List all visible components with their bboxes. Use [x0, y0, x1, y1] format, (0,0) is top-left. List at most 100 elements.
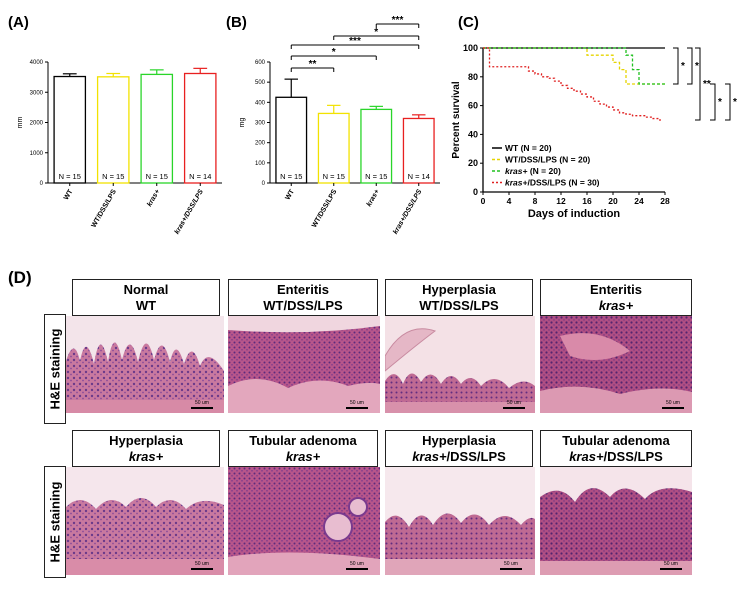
chart-c-xtick-label-7: 28	[660, 196, 670, 206]
chart-c-series-3	[483, 47, 662, 121]
chart-a-n-label-1: N = 15	[102, 172, 124, 181]
chart-c-legend-label-3: kras+/DSS/LPS (N = 30)	[505, 178, 600, 188]
chart-b-bar-0	[275, 96, 308, 184]
chart-c-ytick-label-5: 100	[463, 43, 478, 53]
chart-b-ytick-label-0: 0	[262, 181, 266, 187]
scalebar-6	[346, 568, 368, 570]
chart-a-bar-1	[96, 76, 130, 184]
scalebar-label-4: 50 um	[666, 400, 680, 406]
chart-c-series-1	[483, 47, 665, 85]
hist-label-tubular-adenoma-kras: Tubular adenoma kras+	[228, 430, 378, 467]
chart-c-xtick-label-6: 24	[634, 196, 644, 206]
chart-a-n-label-2: N = 15	[146, 172, 168, 181]
chart-c-legend-label-1: WT/DSS/LPS (N = 20)	[505, 155, 590, 165]
chart-c-xtick-label-3: 12	[556, 196, 566, 206]
chart-b-n-label-0: N = 15	[280, 172, 302, 181]
histology-image-hyperplasia-kras	[66, 467, 224, 575]
histology-image-hyperplasia-kras-dss	[385, 467, 535, 575]
chart-b-sig-label-0: ***	[392, 15, 404, 26]
chart-c-sig-bracket-3	[710, 83, 716, 121]
chart-b-ylabel: mg	[239, 118, 246, 128]
chart-c-legend-label-main-3: kras+	[505, 178, 527, 188]
chart-c-legend-label-rest-3: /DSS/LPS (N = 30)	[527, 178, 599, 188]
scalebar-1	[191, 407, 213, 409]
chart-a-ytick-label-0: 0	[40, 181, 44, 187]
chart-c-ytick-label-2: 40	[468, 129, 478, 139]
chart-b-sig-label-3: *	[332, 47, 336, 58]
chart-b-ytick-label-4: 400	[255, 100, 266, 106]
hist-label-enteritis-kras: Enteritis kras+	[540, 279, 692, 316]
scalebar-5	[191, 568, 213, 570]
chart-c-legend-label-main-2: kras+	[505, 166, 527, 176]
chart-c-sig-label-0: *	[681, 61, 685, 72]
chart-b-sig-label-1: *	[374, 27, 378, 38]
chart-b-ytick-label-1: 100	[255, 161, 266, 167]
chart-c-series-2	[483, 47, 665, 85]
chart-c-xtick-label-1: 4	[507, 196, 512, 206]
hist-label-hyperplasia-wt-dss: Hyperplasia WT/DSS/LPS	[385, 279, 533, 316]
chart-b-n-label-2: N = 15	[365, 172, 387, 181]
chart-a-ytick-label-4: 4000	[30, 60, 44, 66]
chart-c-sig-bracket-2	[695, 47, 701, 121]
side-label-he-row1: H&E staining	[44, 314, 66, 424]
chart-c-xtick-label-5: 20	[608, 196, 618, 206]
chart-c-sig-label-4: *	[733, 97, 737, 108]
chart-c-sig-label-2: **	[703, 79, 711, 90]
scalebar-label-1: 50 um	[195, 400, 209, 406]
chart-a-ytick-label-1: 1000	[30, 151, 44, 157]
chart-c-ytick-label-1: 20	[468, 158, 478, 168]
chart-a-ylabel: mm	[17, 117, 24, 129]
chart-a-n-label-3: N = 14	[189, 172, 211, 181]
histology-image-enteritis-kras	[540, 316, 692, 413]
chart-c-legend-label-rest-1: (N = 20)	[557, 155, 590, 165]
chart-a-ytick-label-2: 2000	[30, 121, 44, 127]
hist-label-hyperplasia-kras: Hyperplasia kras+	[72, 430, 220, 467]
histology-image-tubular-adenoma-kras-dss	[540, 467, 692, 575]
scalebar-label-6: 50 um	[350, 561, 364, 567]
chart-b-xtick-label-1: WT/DSS/LPS	[311, 188, 339, 229]
chart-a-bar-3	[183, 72, 217, 184]
chart-b-sig-label-4: **	[309, 59, 317, 70]
chart-a-xtick-label-3: kras+/DSS/LPS	[174, 188, 205, 235]
chart-c-xtick-label-0: 0	[481, 196, 486, 206]
scalebar-4	[662, 407, 684, 409]
chart-b-n-label-1: N = 15	[323, 172, 345, 181]
scalebar-label-7: 50 um	[504, 561, 518, 567]
chart-c-sig-bracket-0	[673, 47, 679, 85]
panel-label-d: (D)	[8, 268, 32, 287]
scalebar-label-8: 50 um	[664, 561, 678, 567]
chart-c-legend-label-2: kras+ (N = 20)	[505, 166, 561, 176]
chart-c-sig-bracket-1	[687, 47, 693, 85]
chart-c-legend-label-rest-2: (N = 20)	[527, 166, 560, 176]
chart-a-ytick-label-3: 3000	[30, 90, 44, 96]
chart-a-bar-0	[53, 75, 87, 184]
chart-c-ytick-label-0: 0	[473, 187, 478, 197]
chart-b-ytick-label-6: 600	[255, 60, 266, 66]
scalebar-7	[500, 568, 522, 570]
scalebar-2	[346, 407, 368, 409]
histology-image-tubular-adenoma-kras	[228, 467, 380, 575]
chart-a-n-label-0: N = 15	[59, 172, 81, 181]
panel-label-a: (A)	[8, 14, 29, 31]
chart-c-sig-bracket-4	[725, 83, 731, 121]
chart-b-ytick-label-5: 500	[255, 80, 266, 86]
chart-b-ytick-label-2: 200	[255, 141, 266, 147]
chart-c-legend-label-main-1: WT/DSS/LPS	[505, 155, 557, 165]
chart-c-legend-label-0: WT (N = 20)	[505, 143, 552, 153]
chart-b-n-label-3: N = 14	[408, 172, 430, 181]
chart-b-sig-label-2: ***	[349, 36, 361, 47]
panel-label-b: (B)	[226, 14, 247, 31]
chart-b-xtick-label-3: kras+/DSS/LPS	[392, 188, 423, 235]
chart-b-xtick-label-0: WT	[284, 188, 296, 202]
chart-c-ytick-label-3: 60	[468, 101, 478, 111]
chart-a-bar-2	[140, 73, 174, 184]
chart-c-sig-label-1: *	[695, 61, 699, 72]
chart-a-xtick-label-1: WT/DSS/LPS	[91, 188, 119, 229]
chart-b-xtick-label-2: kras+	[366, 189, 381, 209]
histology-image-enteritis-wt-dss	[228, 316, 380, 413]
hist-label-hyperplasia-kras-dss: Hyperplasia kras+/DSS/LPS	[385, 430, 533, 467]
chart-c-legend-label-main-0: WT	[505, 143, 519, 153]
hist-label-normal-wt: Normal WT	[72, 279, 220, 316]
scalebar-8	[660, 568, 682, 570]
